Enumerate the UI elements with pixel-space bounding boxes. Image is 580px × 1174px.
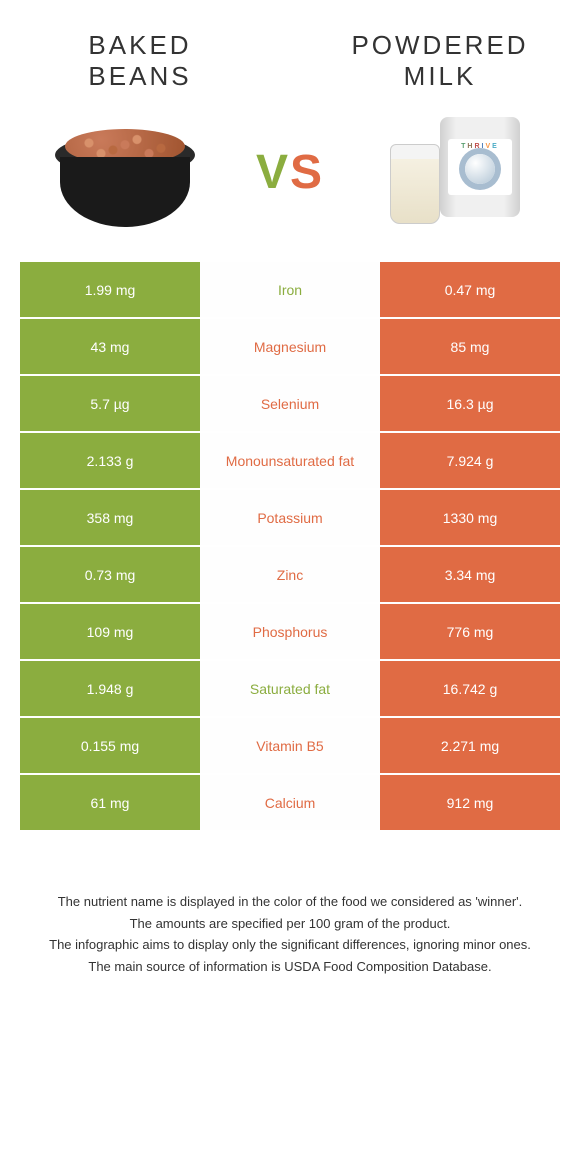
table-row: 109 mgPhosphorus776 mg [20,604,560,659]
left-value: 2.133 g [20,433,200,488]
right-value: 85 mg [380,319,560,374]
table-row: 43 mgMagnesium85 mg [20,319,560,374]
vs-s: S [290,146,324,199]
left-food-image [40,112,210,232]
right-food-title: POWDERED MILK [340,30,540,92]
left-value: 1.948 g [20,661,200,716]
nutrient-name: Calcium [200,775,380,830]
table-row: 1.948 gSaturated fat16.742 g [20,661,560,716]
left-value: 0.155 mg [20,718,200,773]
nutrient-name: Selenium [200,376,380,431]
nutrient-name: Zinc [200,547,380,602]
table-row: 5.7 µgSelenium16.3 µg [20,376,560,431]
table-row: 1.99 mgIron0.47 mg [20,262,560,317]
right-value: 3.34 mg [380,547,560,602]
footer-line: The amounts are specified per 100 gram o… [30,914,550,934]
table-row: 0.73 mgZinc3.34 mg [20,547,560,602]
footer-line: The main source of information is USDA F… [30,957,550,977]
left-value: 0.73 mg [20,547,200,602]
right-food-image: THRIVE [370,112,540,232]
left-value: 109 mg [20,604,200,659]
table-row: 2.133 gMonounsaturated fat7.924 g [20,433,560,488]
vs-label: VS [256,145,324,200]
left-value: 358 mg [20,490,200,545]
nutrient-name: Potassium [200,490,380,545]
footer-notes: The nutrient name is displayed in the co… [0,832,580,976]
table-row: 61 mgCalcium912 mg [20,775,560,830]
nutrient-name: Iron [200,262,380,317]
right-value: 2.271 mg [380,718,560,773]
left-food-title: BAKED BEANS [40,30,240,92]
left-value: 1.99 mg [20,262,200,317]
vs-v: V [256,146,290,199]
right-value: 16.742 g [380,661,560,716]
nutrient-name: Vitamin B5 [200,718,380,773]
comparison-table: 1.99 mgIron0.47 mg43 mgMagnesium85 mg5.7… [20,262,560,830]
right-value: 0.47 mg [380,262,560,317]
left-value: 5.7 µg [20,376,200,431]
left-value: 43 mg [20,319,200,374]
right-value: 16.3 µg [380,376,560,431]
nutrient-name: Saturated fat [200,661,380,716]
images-row: VS THRIVE [0,102,580,262]
right-value: 7.924 g [380,433,560,488]
nutrient-name: Monounsaturated fat [200,433,380,488]
powdered-milk-icon: THRIVE [380,112,530,232]
right-value: 776 mg [380,604,560,659]
baked-beans-icon [50,117,200,227]
header: BAKED BEANS POWDERED MILK [0,0,580,102]
right-value: 1330 mg [380,490,560,545]
table-row: 0.155 mgVitamin B52.271 mg [20,718,560,773]
right-value: 912 mg [380,775,560,830]
footer-line: The nutrient name is displayed in the co… [30,892,550,912]
footer-line: The infographic aims to display only the… [30,935,550,955]
table-row: 358 mgPotassium1330 mg [20,490,560,545]
left-value: 61 mg [20,775,200,830]
nutrient-name: Phosphorus [200,604,380,659]
nutrient-name: Magnesium [200,319,380,374]
